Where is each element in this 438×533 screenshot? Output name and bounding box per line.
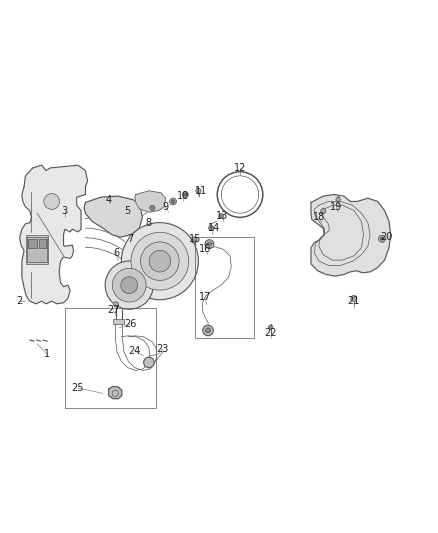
Circle shape	[191, 237, 197, 243]
Text: 11: 11	[194, 186, 207, 196]
Text: 20: 20	[380, 232, 392, 242]
Circle shape	[208, 225, 214, 231]
Circle shape	[144, 357, 154, 368]
Circle shape	[184, 193, 187, 196]
Text: 22: 22	[265, 328, 277, 338]
Circle shape	[207, 242, 212, 246]
Text: 3: 3	[62, 206, 68, 215]
Circle shape	[171, 200, 175, 203]
Circle shape	[44, 193, 60, 209]
Circle shape	[351, 295, 357, 302]
Text: 19: 19	[330, 202, 343, 212]
Circle shape	[321, 208, 326, 214]
Text: 16: 16	[199, 245, 211, 254]
Bar	[195, 237, 254, 338]
Circle shape	[196, 188, 201, 193]
Text: 21: 21	[348, 296, 360, 306]
Text: 24: 24	[129, 346, 141, 356]
Text: 2: 2	[17, 296, 23, 306]
Bar	[206, 243, 213, 247]
Circle shape	[268, 325, 273, 329]
Text: 4: 4	[106, 195, 112, 205]
Circle shape	[150, 205, 155, 211]
Polygon shape	[135, 191, 166, 212]
Circle shape	[381, 238, 383, 240]
Text: 14: 14	[208, 223, 220, 233]
Circle shape	[121, 277, 138, 294]
Circle shape	[112, 268, 146, 302]
Text: 10: 10	[177, 191, 189, 201]
Circle shape	[170, 198, 177, 205]
Circle shape	[336, 197, 340, 201]
Circle shape	[141, 242, 179, 280]
Text: 9: 9	[162, 202, 169, 212]
Text: 8: 8	[146, 218, 152, 228]
Text: 7: 7	[127, 234, 134, 244]
Bar	[113, 319, 124, 324]
Circle shape	[121, 223, 198, 300]
Bar	[26, 235, 48, 264]
Circle shape	[219, 214, 223, 218]
Text: 1: 1	[44, 350, 50, 359]
Circle shape	[149, 251, 171, 272]
Polygon shape	[311, 195, 391, 276]
Circle shape	[203, 325, 213, 336]
Text: 13: 13	[216, 211, 229, 221]
Bar	[28, 239, 37, 248]
Circle shape	[105, 261, 153, 309]
Text: 12: 12	[234, 163, 246, 173]
Text: 23: 23	[157, 344, 169, 354]
Circle shape	[131, 232, 189, 290]
Polygon shape	[84, 196, 142, 237]
Circle shape	[205, 240, 214, 248]
Text: 25: 25	[72, 383, 84, 393]
Text: 26: 26	[124, 319, 137, 329]
Text: 5: 5	[124, 206, 130, 215]
Bar	[39, 239, 46, 248]
Text: 18: 18	[313, 213, 325, 222]
Polygon shape	[109, 386, 122, 399]
Text: 27: 27	[107, 305, 119, 315]
Text: 6: 6	[113, 248, 119, 258]
Polygon shape	[20, 165, 88, 304]
Circle shape	[205, 328, 211, 333]
Text: 15: 15	[189, 234, 201, 244]
Circle shape	[378, 235, 385, 243]
Bar	[27, 237, 47, 262]
Text: 17: 17	[199, 293, 211, 302]
Circle shape	[182, 191, 188, 198]
Bar	[65, 308, 156, 408]
Circle shape	[113, 302, 119, 307]
